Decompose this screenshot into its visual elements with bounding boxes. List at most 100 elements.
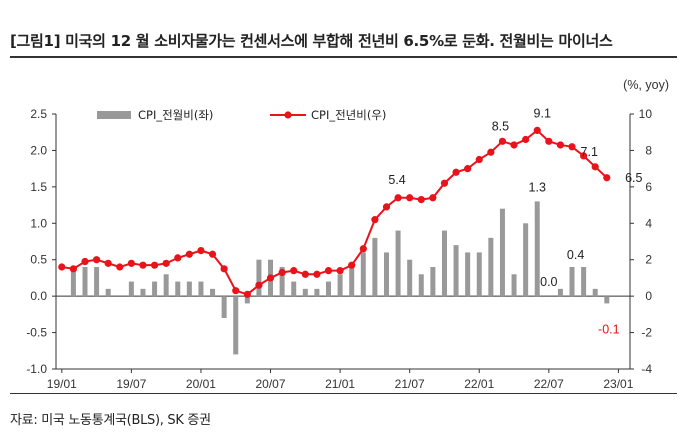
- bar-mom: [326, 281, 332, 297]
- yoy-point: [324, 267, 333, 275]
- left-tick-label: 2.5: [30, 107, 47, 121]
- bar-mom: [256, 259, 262, 297]
- bottom-divider: [10, 393, 677, 394]
- left-tick-label: 1.5: [30, 180, 47, 194]
- bar-mom: [592, 288, 598, 297]
- yoy-point: [371, 216, 379, 224]
- yoy-point: [92, 256, 101, 264]
- yoy-point: [556, 141, 565, 149]
- data-label: 9.1: [534, 106, 551, 120]
- yoy-point: [429, 194, 437, 202]
- x-tick-label: 22/07: [534, 377, 564, 391]
- left-tick-label: -0.5: [26, 326, 47, 340]
- bar-mom: [175, 281, 181, 297]
- yoy-point: [255, 281, 263, 289]
- bar-mom: [581, 267, 587, 297]
- legend-swatch-bar: [97, 111, 131, 119]
- yoy-point: [510, 141, 518, 149]
- left-tick-label: 0.5: [30, 253, 47, 267]
- yoy-point: [394, 194, 402, 202]
- chart-legend: CPI_전월비(좌) CPI_전년비(우): [97, 108, 386, 122]
- left-tick-label: -1.0: [26, 362, 47, 376]
- bar-mom: [418, 274, 424, 297]
- yoy-point: [185, 250, 193, 258]
- bar-mom: [441, 230, 447, 297]
- bar-mom: [279, 267, 285, 297]
- yoy-point: [266, 274, 275, 282]
- yoy-point: [522, 135, 530, 144]
- title-divider: [10, 56, 677, 58]
- right-tick-label: 6: [645, 180, 652, 194]
- bar-mom: [198, 281, 204, 297]
- data-label: 8.5: [492, 119, 509, 133]
- right-tick-label: -2: [641, 326, 652, 340]
- yoy-point: [487, 148, 495, 156]
- yoy-point: [406, 194, 414, 202]
- yoy-point: [603, 174, 611, 182]
- bar-mom: [407, 259, 413, 297]
- bar-mom: [302, 288, 308, 297]
- yoy-point: [301, 270, 309, 278]
- right-tick-label: 2: [645, 253, 652, 267]
- x-tick-label: 21/01: [325, 377, 355, 391]
- bar-mom: [221, 296, 227, 318]
- yoy-point: [81, 257, 89, 266]
- yoy-point: [243, 290, 251, 298]
- bar-mom: [360, 252, 366, 297]
- bar-mom: [94, 267, 100, 297]
- bar-mom: [488, 237, 494, 297]
- yoy-point: [359, 245, 367, 253]
- yoy-point: [104, 259, 112, 267]
- yoy-point: [498, 137, 507, 145]
- cpi-chart: -1.0 -0.5 0.0 0.5 1.0 1.5 2.0 2.5 -4 -2 0 2 4 6 8 10 (%,…: [26, 78, 669, 391]
- data-label: 7.1: [581, 145, 598, 159]
- x-tick-label: 21/07: [395, 377, 425, 391]
- x-tick-label: 19/01: [47, 377, 77, 391]
- yoy-point: [568, 143, 576, 151]
- left-tick-label: 1.0: [30, 216, 47, 230]
- right-tick-label: -4: [641, 362, 652, 376]
- bar-mom: [128, 281, 134, 297]
- data-label: 6.5: [625, 171, 642, 185]
- bar-mom: [372, 237, 378, 297]
- bar-series-mom: [59, 201, 610, 355]
- yoy-point: [580, 152, 588, 160]
- x-tick-label: 20/01: [186, 377, 216, 391]
- yoy-point: [208, 250, 217, 258]
- yoy-point: [139, 261, 147, 269]
- bar-mom: [476, 252, 482, 297]
- bar-mom: [534, 201, 540, 297]
- yoy-point: [591, 163, 599, 171]
- bar-mom: [557, 288, 563, 297]
- bar-mom: [105, 288, 111, 297]
- data-label: 1.3: [529, 180, 546, 194]
- bar-mom: [465, 252, 471, 297]
- yoy-point: [475, 155, 483, 164]
- legend-label-line: CPI_전년비(우): [311, 108, 386, 122]
- right-tick-label: 8: [645, 143, 652, 157]
- x-tick-label: 19/07: [116, 377, 146, 391]
- bar-mom: [523, 223, 529, 297]
- bar-mom: [349, 267, 355, 297]
- chart-title: [그림1] 미국의 12 월 소비자물가는 컨센서스에 부합해 전년비 6.5%…: [10, 32, 613, 50]
- data-label: 0.4: [567, 248, 584, 262]
- yoy-point: [69, 265, 77, 273]
- x-tick-label: 22/01: [464, 377, 494, 391]
- data-labels: 1.3 0.0 0.4 -0.1 5.4 8.5 9.1 7.1 6.5: [388, 106, 642, 336]
- bar-mom: [244, 296, 250, 304]
- yoy-point: [127, 259, 135, 267]
- bar-mom: [152, 281, 158, 297]
- bar-mom: [186, 281, 192, 297]
- bar-mom: [291, 281, 297, 297]
- bar-mom: [210, 288, 216, 297]
- data-label: 5.4: [388, 173, 405, 187]
- unit-label: (%, yoy): [623, 78, 669, 92]
- data-label: -0.1: [598, 322, 620, 336]
- x-tick-label: 20/07: [256, 377, 286, 391]
- bar-mom: [569, 267, 575, 297]
- bar-mom: [604, 296, 610, 304]
- chart-axes: -1.0 -0.5 0.0 0.5 1.0 1.5 2.0 2.5 -4 -2 0 2 4 6 8 10 (%,…: [26, 78, 669, 391]
- right-tick-label: 0: [645, 289, 652, 303]
- yoy-point: [232, 287, 240, 295]
- bar-mom: [233, 296, 239, 355]
